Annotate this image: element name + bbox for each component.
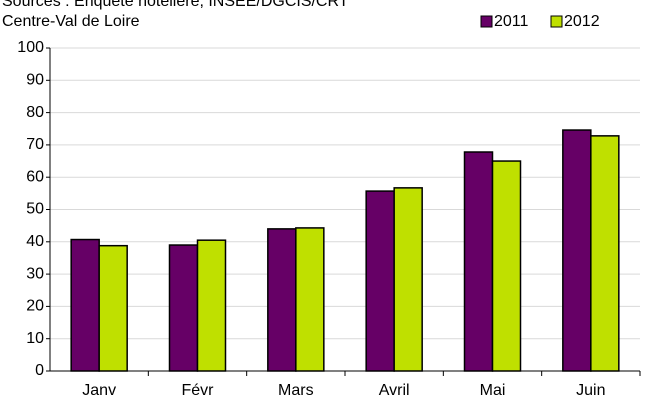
- chart-source: Sources : Enquête hôtelière, INSEE/DGCIS…: [2, 0, 349, 10]
- legend-label: 2011: [494, 13, 529, 30]
- x-tick-label: Févr: [182, 382, 215, 399]
- bar: [365, 190, 395, 372]
- x-tick-label: Mars: [278, 382, 314, 399]
- y-tick-label: 50: [26, 201, 44, 218]
- x-tick-label: Janv: [82, 382, 116, 399]
- legend-swatch: [550, 15, 563, 28]
- y-tick-label: 10: [26, 330, 44, 347]
- bar: [168, 244, 199, 372]
- y-tick-label: 80: [26, 104, 44, 121]
- legend-swatch: [480, 15, 493, 28]
- y-tick-label: 40: [26, 233, 44, 250]
- y-tick-label: 90: [26, 72, 44, 89]
- bar: [98, 244, 128, 372]
- y-tick-label: 20: [26, 298, 44, 315]
- bar: [562, 129, 592, 372]
- y-tick-label: 70: [26, 136, 44, 153]
- bar: [463, 151, 494, 372]
- chart-title: Centre-Val de Loire: [2, 13, 140, 30]
- bar: [70, 238, 100, 372]
- bar: [491, 160, 522, 372]
- x-tick-label: Avril: [379, 382, 410, 399]
- y-tick-label: 30: [26, 265, 44, 282]
- x-tick-label: Mai: [480, 382, 506, 399]
- x-tick-label: Juin: [576, 382, 605, 399]
- bar: [196, 239, 227, 372]
- bar: [393, 187, 423, 372]
- bar: [590, 135, 620, 372]
- legend-label: 2012: [564, 13, 600, 30]
- bar: [295, 227, 325, 372]
- y-tick-label: 100: [17, 39, 44, 56]
- y-tick-label: 0: [35, 362, 44, 379]
- y-tick-label: 60: [26, 168, 44, 185]
- bar: [267, 228, 297, 372]
